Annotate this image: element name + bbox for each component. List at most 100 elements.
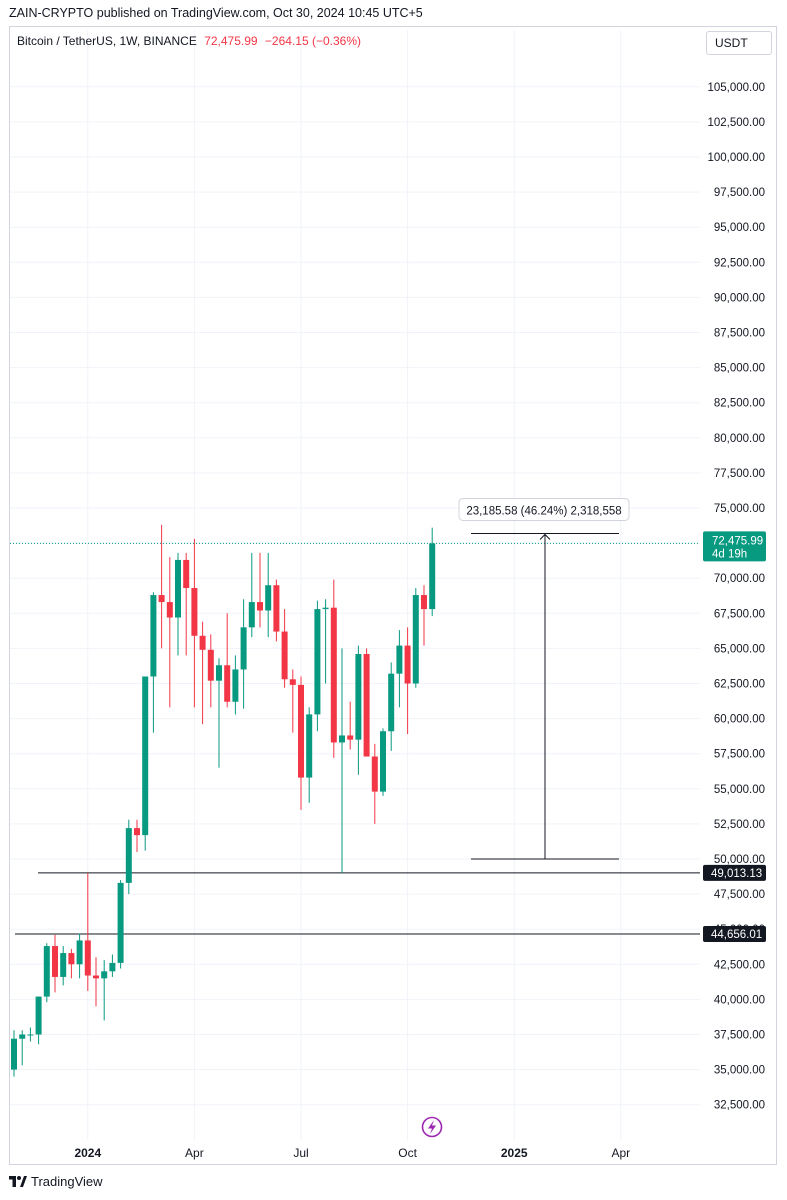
candle-body xyxy=(134,828,140,836)
candle-body xyxy=(388,673,395,732)
candle xyxy=(101,960,108,1021)
candle xyxy=(142,676,149,851)
candle xyxy=(166,557,173,708)
y-tick-label: 57,500.00 xyxy=(714,749,765,761)
candle-body xyxy=(125,828,132,883)
candle xyxy=(265,552,272,638)
y-tick-label: 62,500.00 xyxy=(714,679,765,691)
candle xyxy=(380,728,386,796)
candle xyxy=(306,707,313,803)
candle-body xyxy=(166,602,173,618)
candle-body xyxy=(84,940,91,976)
legend-change: −264.15 (−0.36%) xyxy=(264,34,361,48)
candle-body xyxy=(298,684,304,778)
candle-body xyxy=(101,971,108,979)
time-axis: 2024 Apr Jul Oct 2025 Apr xyxy=(74,1146,630,1160)
candle xyxy=(339,648,345,874)
candle-body xyxy=(150,595,157,677)
y-tick-label: 47,500.00 xyxy=(714,889,765,901)
candle xyxy=(43,943,50,1003)
candle xyxy=(273,579,280,642)
legend-price: 72,475.99 xyxy=(204,34,258,48)
candle-body xyxy=(216,665,222,681)
currency-button[interactable]: USDT xyxy=(706,31,772,55)
y-tick-label: 50,000.00 xyxy=(714,854,765,866)
candle xyxy=(298,676,304,810)
chart-frame xyxy=(9,26,777,1165)
measure-arrow-icon xyxy=(539,533,551,540)
candle xyxy=(117,880,124,969)
candle-body xyxy=(11,1038,17,1070)
y-tick-label: 100,000.00 xyxy=(707,152,765,164)
candle xyxy=(125,819,132,895)
candle xyxy=(60,946,67,986)
candle-body xyxy=(339,735,345,743)
candle xyxy=(76,933,83,979)
candle xyxy=(84,873,91,991)
candle-body xyxy=(355,654,362,740)
candle xyxy=(404,627,411,735)
candle-body xyxy=(265,585,272,611)
y-tick-label: 85,000.00 xyxy=(714,363,765,375)
candle xyxy=(257,552,263,628)
candle-body xyxy=(371,756,378,792)
candle xyxy=(388,662,395,751)
candle-body xyxy=(109,962,116,972)
candle-body xyxy=(35,996,42,1035)
candle xyxy=(330,579,337,758)
candle xyxy=(314,600,321,732)
candle xyxy=(93,957,99,1007)
candle xyxy=(363,648,370,757)
candle-body xyxy=(76,940,83,965)
y-tick-label: 90,000.00 xyxy=(714,292,765,304)
candle xyxy=(216,658,222,768)
candle-body xyxy=(191,588,198,636)
candle-body xyxy=(429,543,436,610)
candle xyxy=(150,592,157,733)
candle-body xyxy=(68,953,75,965)
y-tick-label: 102,500.00 xyxy=(707,117,765,129)
y-tick-label: 52,500.00 xyxy=(714,819,765,831)
candle-body xyxy=(281,631,288,680)
y-tick-label: 42,500.00 xyxy=(714,959,765,971)
candle-body xyxy=(60,953,67,977)
line-price-badge xyxy=(703,926,766,943)
y-tick-label: 77,500.00 xyxy=(714,468,765,480)
candle-body xyxy=(93,975,99,979)
candle-body xyxy=(117,882,124,963)
measure-tool: 23,185.58 (46.24%) 2,318,558 xyxy=(458,497,630,860)
y-tick-label: 82,500.00 xyxy=(714,398,765,410)
candle-body xyxy=(273,585,280,632)
horizontal-lines xyxy=(10,542,700,935)
candle xyxy=(191,538,198,708)
candle xyxy=(355,645,362,775)
lightning-icon[interactable] xyxy=(421,1116,443,1138)
y-tick-label: 92,500.00 xyxy=(714,257,765,269)
candle xyxy=(232,655,239,715)
candle-body xyxy=(248,602,255,628)
y-tick-label: 75,000.00 xyxy=(714,503,765,515)
candle-body xyxy=(363,654,370,757)
candle-body xyxy=(404,645,411,684)
candle-body xyxy=(232,669,239,702)
candle xyxy=(207,634,214,708)
candle-body xyxy=(175,559,181,618)
candle-body xyxy=(421,595,427,610)
candle xyxy=(158,524,165,649)
y-tick-label: 97,500.00 xyxy=(714,187,765,199)
candle-body xyxy=(314,609,321,715)
y-tick-label: 105,000.00 xyxy=(707,82,765,94)
candle xyxy=(183,552,190,656)
line-price-label: 44,656.01 xyxy=(711,929,762,941)
candle-body xyxy=(289,679,296,685)
last-price-label: 72,475.99 xyxy=(712,535,763,547)
candle-body xyxy=(158,595,165,603)
y-tick-label: 32,500.00 xyxy=(714,1100,765,1112)
tradingview-logo[interactable]: TradingView xyxy=(9,1174,103,1189)
x-tick-label: Apr xyxy=(185,1146,204,1160)
candle-body xyxy=(322,607,329,610)
candle-body xyxy=(396,645,403,674)
candle-body xyxy=(347,735,354,740)
